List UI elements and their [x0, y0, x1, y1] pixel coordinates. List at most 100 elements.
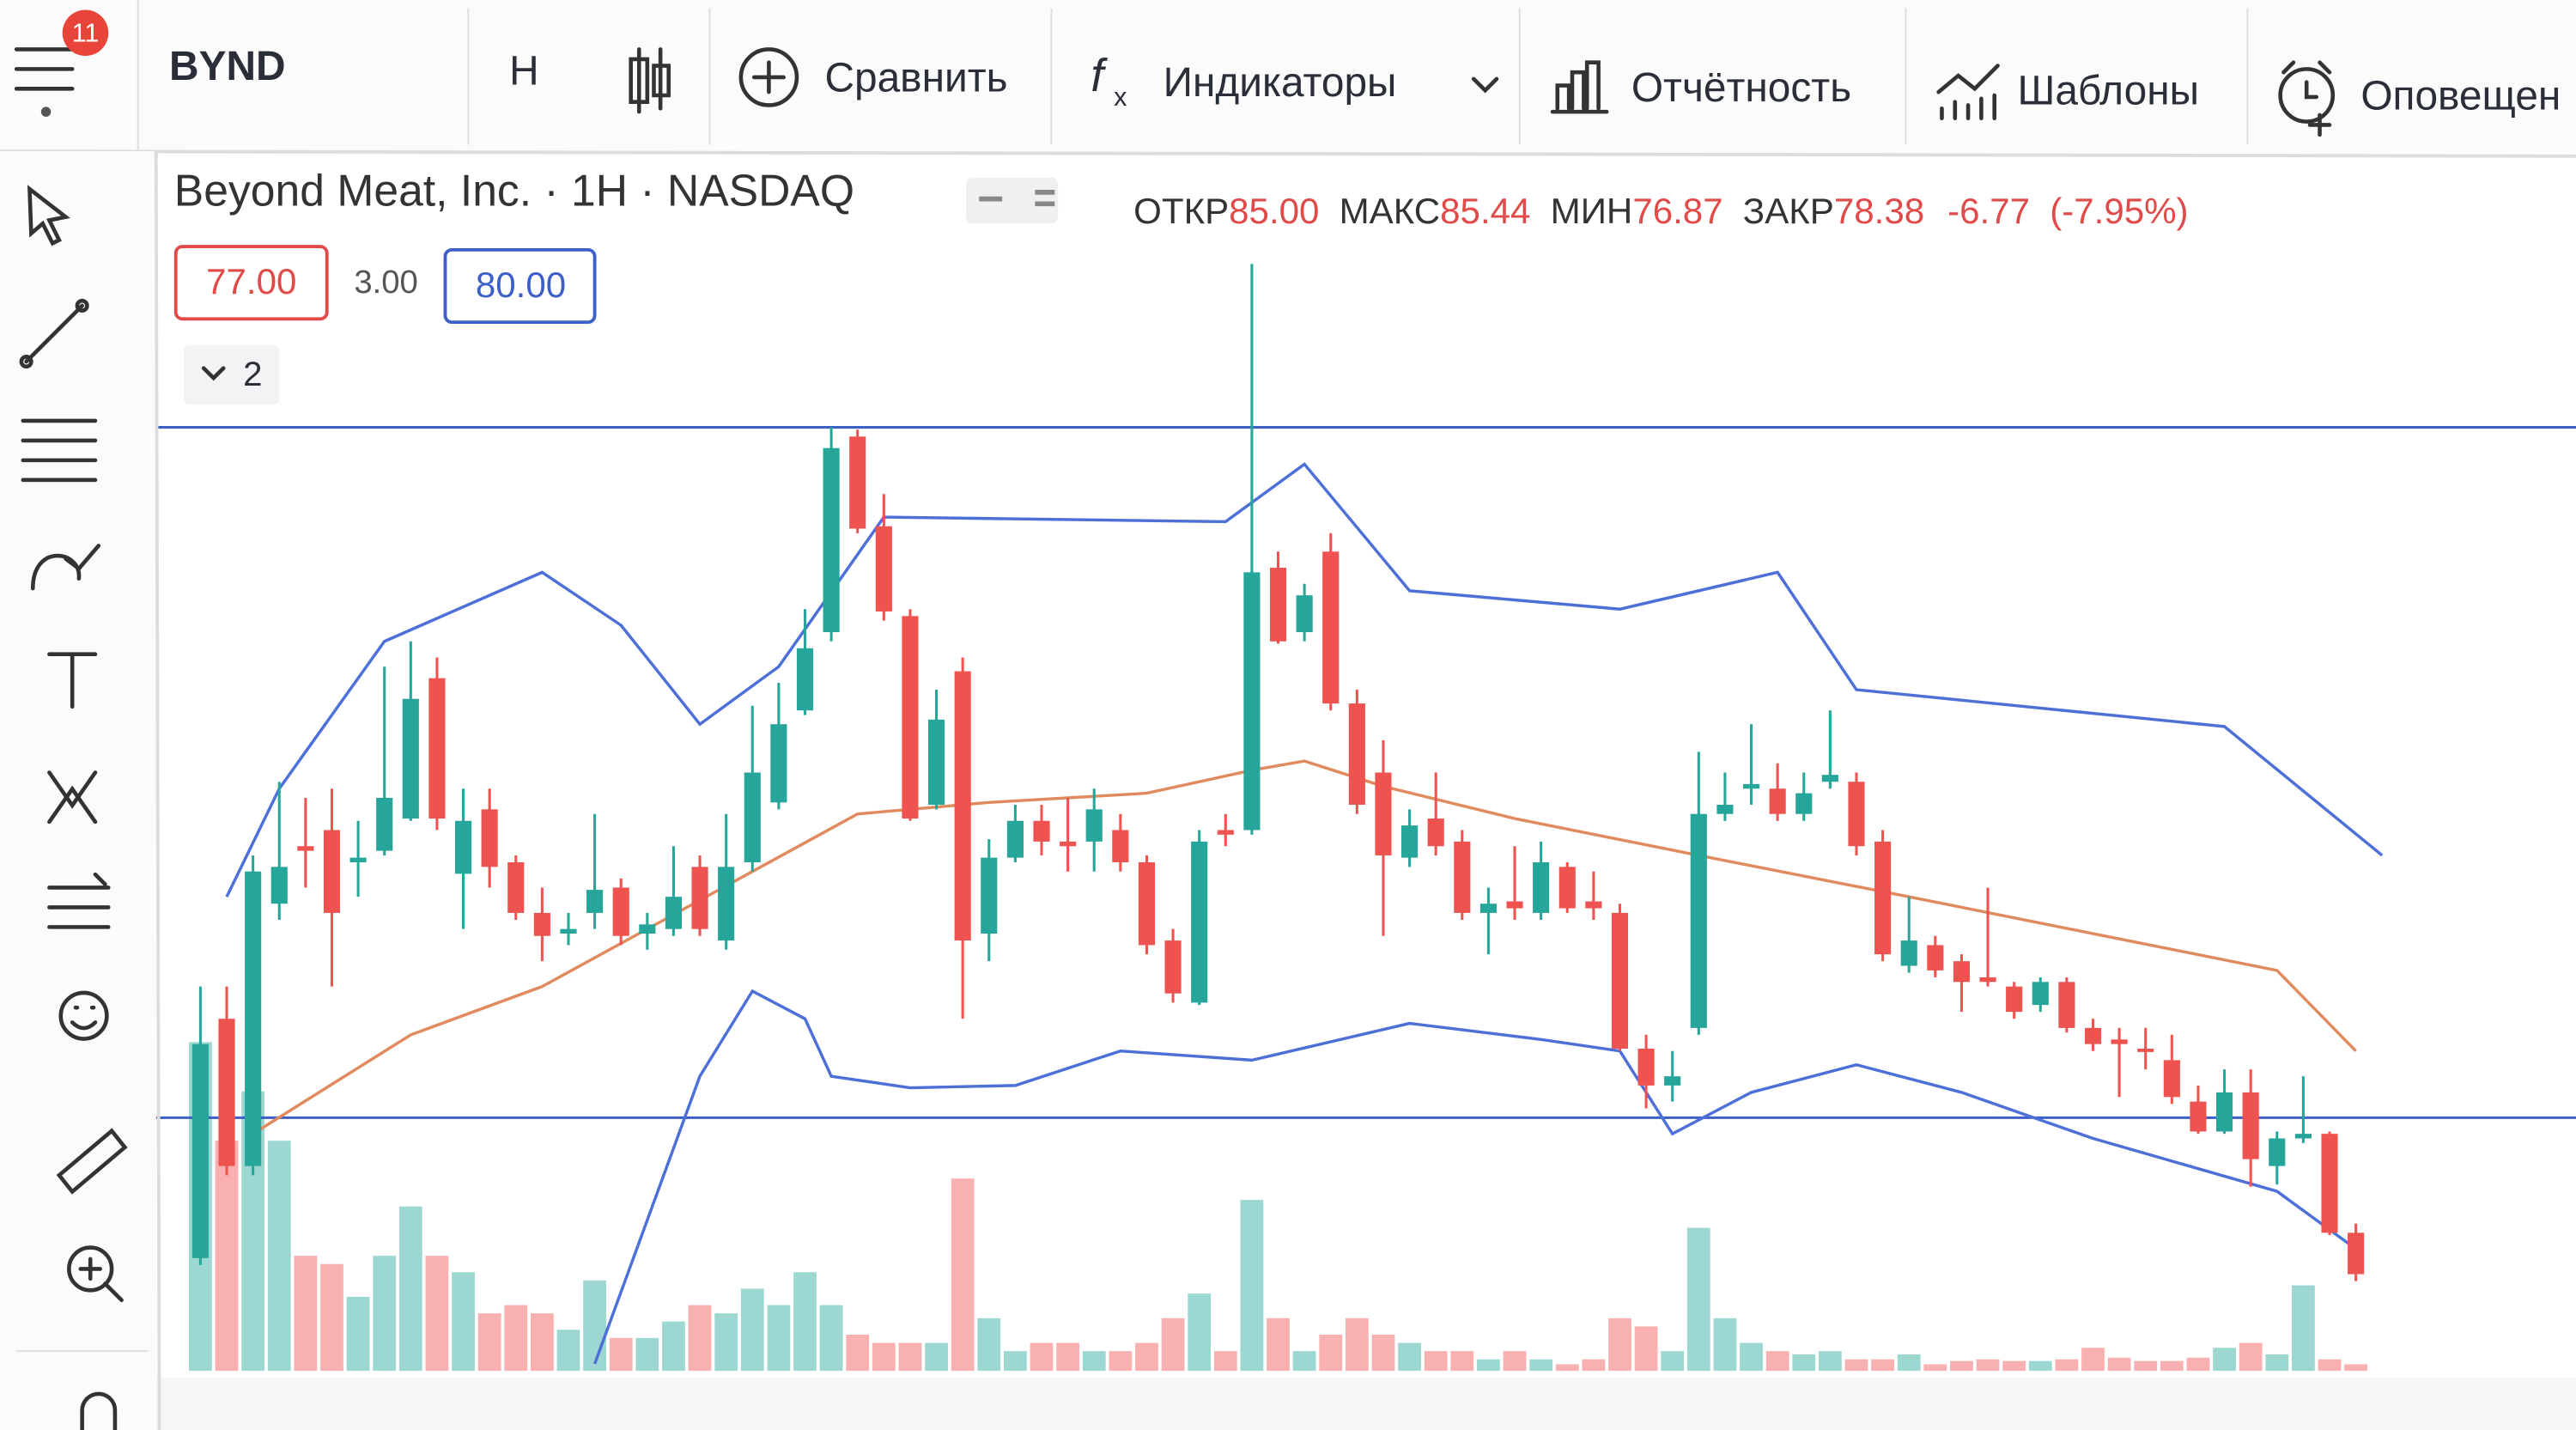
cursor-tool[interactable] — [27, 185, 70, 246]
legend-title: Beyond Meat, Inc. · 1H · NASDAQ — [174, 165, 854, 215]
candle-body — [1795, 793, 1813, 814]
open-value: 85.00 — [1229, 191, 1319, 231]
volume-bar — [767, 1305, 791, 1372]
change-percent: (-7.95%) — [2050, 191, 2188, 231]
volume-bar — [320, 1263, 343, 1372]
candle-body — [586, 890, 604, 913]
low-label: МИН — [1551, 191, 1633, 231]
toolbar — [0, 0, 2576, 152]
brush-tool[interactable] — [30, 544, 101, 591]
ruler-tool[interactable] — [56, 1128, 128, 1195]
candle-body — [1979, 977, 1996, 983]
legend-toggles[interactable] — [966, 177, 1059, 224]
volume-bar — [740, 1288, 764, 1372]
volume-bar — [977, 1317, 1001, 1372]
range-diff: 3.00 — [354, 264, 417, 301]
volume-bar — [1319, 1335, 1343, 1372]
magnet-tool[interactable] — [80, 1391, 118, 1430]
candle-body — [1558, 867, 1576, 909]
candle-body — [902, 616, 919, 819]
volume-bar — [819, 1305, 843, 1372]
candle-body — [270, 867, 288, 904]
candle-body — [1375, 772, 1392, 855]
volume-bar — [609, 1337, 633, 1372]
candle-body — [612, 887, 629, 936]
volume-bar — [1529, 1359, 1553, 1372]
volume-bar — [2107, 1357, 2131, 1372]
volume-bar — [2160, 1360, 2184, 1372]
volume-bar — [398, 1206, 422, 1372]
indicators-button[interactable]: f x Индикаторы — [1091, 51, 1499, 112]
fib-tool[interactable] — [21, 418, 98, 483]
trendline-tool[interactable] — [24, 303, 84, 364]
volume-bar — [2265, 1354, 2289, 1372]
volume-bar — [1608, 1317, 1631, 1372]
candle-body — [1742, 783, 1760, 789]
text-tool[interactable] — [47, 652, 98, 709]
volume-bar — [2055, 1359, 2079, 1372]
drawing-tools — [16, 185, 149, 1430]
volume-bar — [1844, 1359, 1868, 1372]
candle-body — [1585, 901, 1602, 909]
candle-body — [1401, 825, 1419, 858]
volume-bar — [1240, 1200, 1264, 1372]
interval[interactable]: H — [509, 49, 539, 94]
candle-body — [2190, 1101, 2207, 1132]
zoom-tool[interactable] — [67, 1245, 114, 1293]
alerts-button[interactable]: Оповещен — [2278, 60, 2561, 137]
range-high-box[interactable] — [443, 247, 597, 325]
volume-bar — [1004, 1351, 1027, 1372]
candle-body — [218, 1019, 235, 1166]
templates-icon — [1936, 64, 2000, 121]
candle-body — [1112, 830, 1129, 862]
financials-button[interactable]: Отчётность — [1550, 60, 1851, 114]
candle-body — [1900, 940, 1917, 966]
candle-body — [402, 698, 419, 819]
templates-label: Шаблоны — [2017, 69, 2198, 114]
candle-body — [2163, 1060, 2180, 1098]
candle-body — [2111, 1039, 2128, 1044]
volume-bar — [1450, 1351, 1474, 1372]
band-line — [225, 462, 2384, 898]
band-line — [592, 989, 2357, 1365]
candle-body — [639, 924, 656, 934]
volume-bar — [1897, 1354, 1921, 1372]
candle-body — [1191, 841, 1208, 1003]
candle-body — [1611, 912, 1629, 1049]
volume-bar — [662, 1321, 685, 1372]
financials-label: Отчётность — [1631, 65, 1851, 111]
chart — [155, 264, 2576, 1372]
templates-button[interactable]: Шаблоны — [1936, 64, 2199, 121]
collapse-bg — [184, 344, 280, 405]
candle-body — [1454, 841, 1471, 913]
volume-bar — [215, 1141, 239, 1372]
candle-body — [1479, 904, 1497, 913]
volume-bar — [452, 1272, 475, 1372]
volume-bar — [267, 1141, 291, 1372]
compare-button[interactable]: Сравнить — [738, 47, 1008, 107]
emoji-tool[interactable] — [58, 990, 109, 1041]
candle-body — [428, 678, 446, 819]
alarm-hands — [2281, 60, 2332, 137]
volume-bar — [846, 1335, 870, 1372]
pattern-tool[interactable] — [47, 770, 98, 825]
menu-button[interactable]: 11 — [14, 9, 109, 117]
symbol[interactable]: BYND — [169, 44, 286, 89]
candle-body — [1006, 820, 1024, 858]
candle-body — [349, 857, 367, 862]
collapse-button[interactable]: 2 — [184, 344, 280, 405]
volume-bar — [1030, 1342, 1054, 1372]
candle-body — [1296, 595, 1313, 633]
candle-body — [1427, 818, 1444, 847]
high-value: 85.44 — [1440, 191, 1530, 231]
volume-bar — [872, 1342, 896, 1372]
candle-body — [507, 861, 525, 913]
prediction-tool[interactable] — [47, 872, 111, 929]
chart-type-button[interactable] — [629, 47, 671, 114]
candle-body — [1322, 551, 1340, 704]
low-value: 76.87 — [1632, 191, 1722, 231]
candle-body — [2242, 1092, 2259, 1159]
range-low-box[interactable] — [173, 245, 329, 321]
